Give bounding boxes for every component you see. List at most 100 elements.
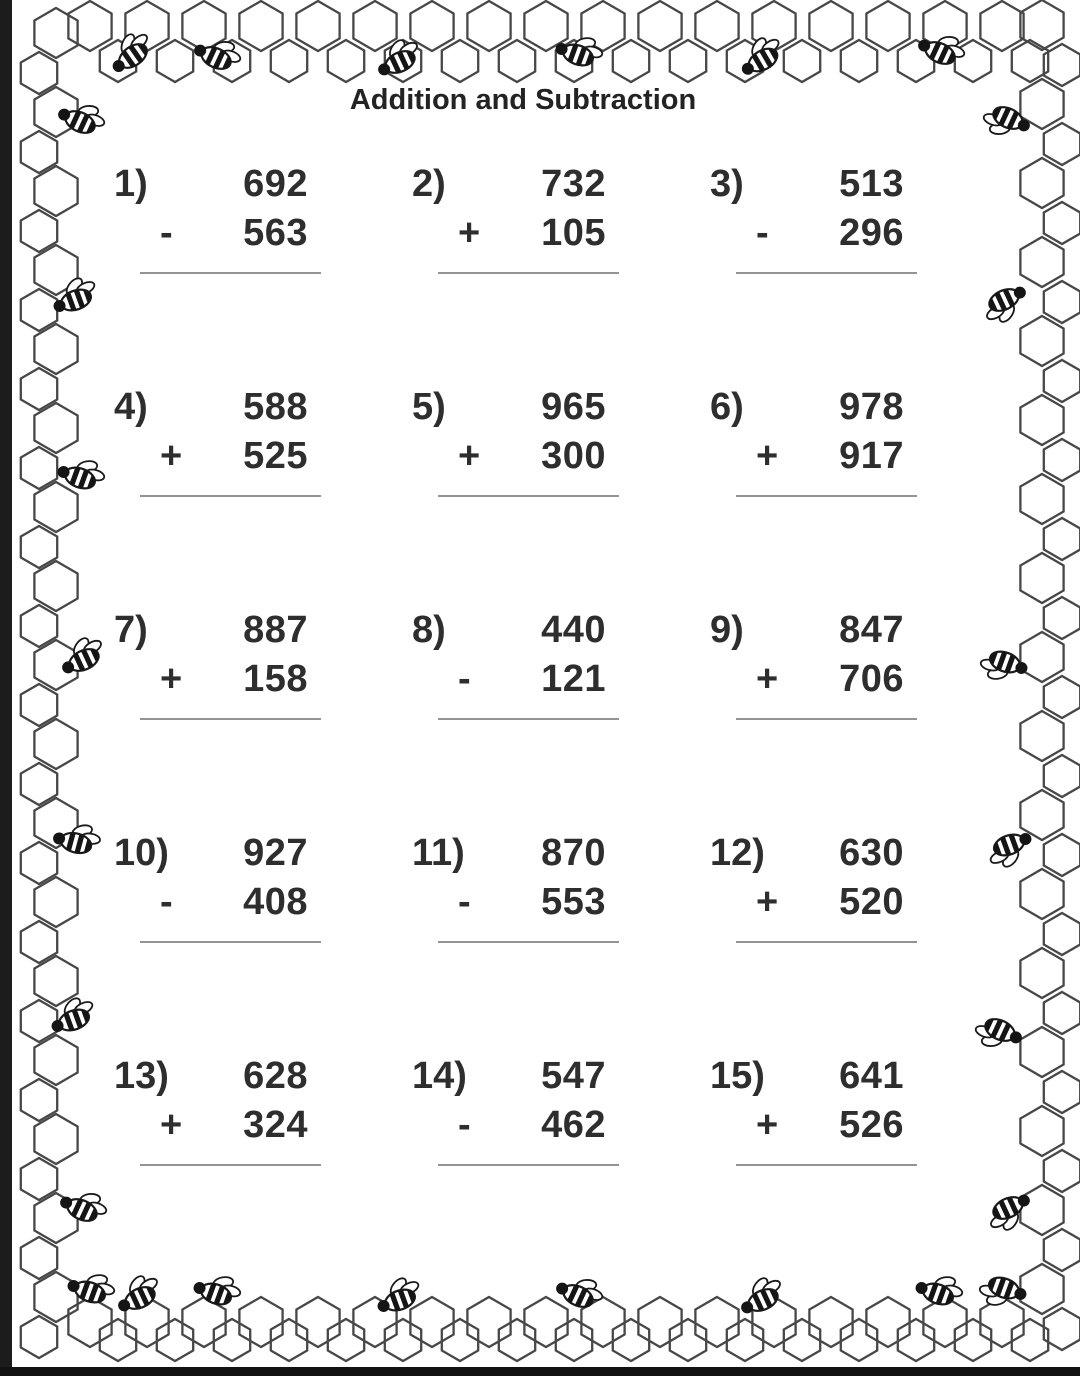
bottom-letterbox-bar	[0, 1367, 1080, 1376]
problem-number: 2)	[412, 163, 446, 205]
answer-line	[140, 941, 321, 943]
problems-grid: 1) 692 - 563 2) 732 +105 3) 513 - 296	[110, 160, 1004, 1275]
operator: -	[160, 881, 174, 923]
problem-stack: 513 - 296	[736, 160, 917, 274]
problem-1: 1) 692 - 563	[110, 160, 408, 383]
problem-stack: 641 +526	[736, 1052, 917, 1166]
operand-bottom: 563	[243, 212, 308, 254]
problem-15: 15) 641 +526	[706, 1052, 1004, 1275]
answer-line	[438, 941, 619, 943]
problem-stack: 588 +525	[140, 383, 321, 497]
operand-bottom: 917	[839, 435, 904, 477]
operator: -	[458, 881, 472, 923]
problem-number: 4)	[114, 386, 148, 428]
bee-icon	[56, 1179, 112, 1228]
bee-icon	[190, 27, 246, 76]
problem-stack: 927 - 408	[140, 829, 321, 943]
operator: +	[160, 435, 183, 477]
operand-bottom: 324	[243, 1104, 308, 1146]
answer-line	[140, 718, 321, 720]
answer-line	[736, 1164, 917, 1166]
bee-icon	[109, 1268, 165, 1317]
operator: +	[756, 881, 779, 923]
problem-stack: 978 +917	[736, 383, 917, 497]
problem-number: 11)	[412, 832, 465, 874]
answer-line	[438, 495, 619, 497]
operand-bottom: 525	[243, 435, 308, 477]
operand-top: 887	[243, 609, 308, 651]
problem-number: 6)	[710, 386, 744, 428]
bee-icon	[732, 1270, 788, 1319]
bee-icon	[552, 26, 607, 73]
problem-12: 12) 630 +520	[706, 829, 1004, 1052]
problem-number: 10)	[114, 832, 169, 874]
problem-8: 8) 440 - 121	[408, 606, 706, 829]
operator: +	[756, 435, 779, 477]
operand-bottom: 520	[839, 881, 904, 923]
problem-number: 13)	[114, 1055, 169, 1097]
problem-stack: 732 +105	[438, 160, 619, 274]
operand-top: 440	[541, 609, 606, 651]
operand-bottom: 462	[541, 1104, 606, 1146]
operator: -	[458, 658, 472, 700]
operand-top: 732	[541, 163, 606, 205]
answer-line	[140, 495, 321, 497]
operator: +	[458, 435, 481, 477]
problem-11: 11) 870 - 553	[408, 829, 706, 1052]
left-letterbox-bar	[0, 0, 12, 1376]
answer-line	[140, 1164, 321, 1166]
problem-5: 5) 965 +300	[408, 383, 706, 606]
problem-stack: 440 - 121	[438, 606, 619, 720]
operator: +	[160, 1104, 183, 1146]
problem-number: 7)	[114, 609, 148, 651]
operand-top: 965	[541, 386, 606, 428]
problem-3: 3) 513 - 296	[706, 160, 1004, 383]
problem-13: 13) 628 +324	[110, 1052, 408, 1275]
operand-top: 630	[839, 832, 904, 874]
problem-number: 14)	[412, 1055, 467, 1097]
operand-bottom: 105	[541, 212, 606, 254]
problem-10: 10) 927 - 408	[110, 829, 408, 1052]
operand-top: 978	[839, 386, 904, 428]
operand-bottom: 526	[839, 1104, 904, 1146]
answer-line	[140, 272, 321, 274]
problem-6: 6) 978 +917	[706, 383, 1004, 606]
operand-top: 641	[839, 1055, 904, 1097]
problem-stack: 887 +158	[140, 606, 321, 720]
operand-bottom: 158	[243, 658, 308, 700]
problem-stack: 628 +324	[140, 1052, 321, 1166]
problem-stack: 847 +706	[736, 606, 917, 720]
operand-bottom: 408	[243, 881, 308, 923]
problem-number: 3)	[710, 163, 744, 205]
problem-4: 4) 588 +525	[110, 383, 408, 606]
problem-stack: 870 - 553	[438, 829, 619, 943]
operator: -	[458, 1104, 472, 1146]
problem-14: 14) 547 - 462	[408, 1052, 706, 1275]
operand-top: 847	[839, 609, 904, 651]
operand-top: 927	[243, 832, 308, 874]
operand-top: 692	[243, 163, 308, 205]
answer-line	[736, 272, 917, 274]
problem-number: 12)	[710, 832, 765, 874]
problem-number: 1)	[114, 163, 148, 205]
problem-number: 15)	[710, 1055, 765, 1097]
operator: -	[756, 212, 770, 254]
answer-line	[736, 941, 917, 943]
bee-icon	[54, 449, 109, 496]
problem-7: 7) 887 +158	[110, 606, 408, 829]
operand-bottom: 300	[541, 435, 606, 477]
operator: +	[756, 1104, 779, 1146]
operator: +	[458, 212, 481, 254]
answer-line	[438, 272, 619, 274]
answer-line	[438, 1164, 619, 1166]
bee-icon	[53, 630, 109, 679]
operand-bottom: 706	[839, 658, 904, 700]
bee-icon	[978, 99, 1034, 148]
problem-stack: 547 - 462	[438, 1052, 619, 1166]
worksheet-title: Addition and Subtraction	[349, 84, 697, 116]
bee-icon	[370, 1271, 425, 1318]
problem-9: 9) 847 +706	[706, 606, 1004, 829]
answer-line	[736, 718, 917, 720]
operator: +	[756, 658, 779, 700]
